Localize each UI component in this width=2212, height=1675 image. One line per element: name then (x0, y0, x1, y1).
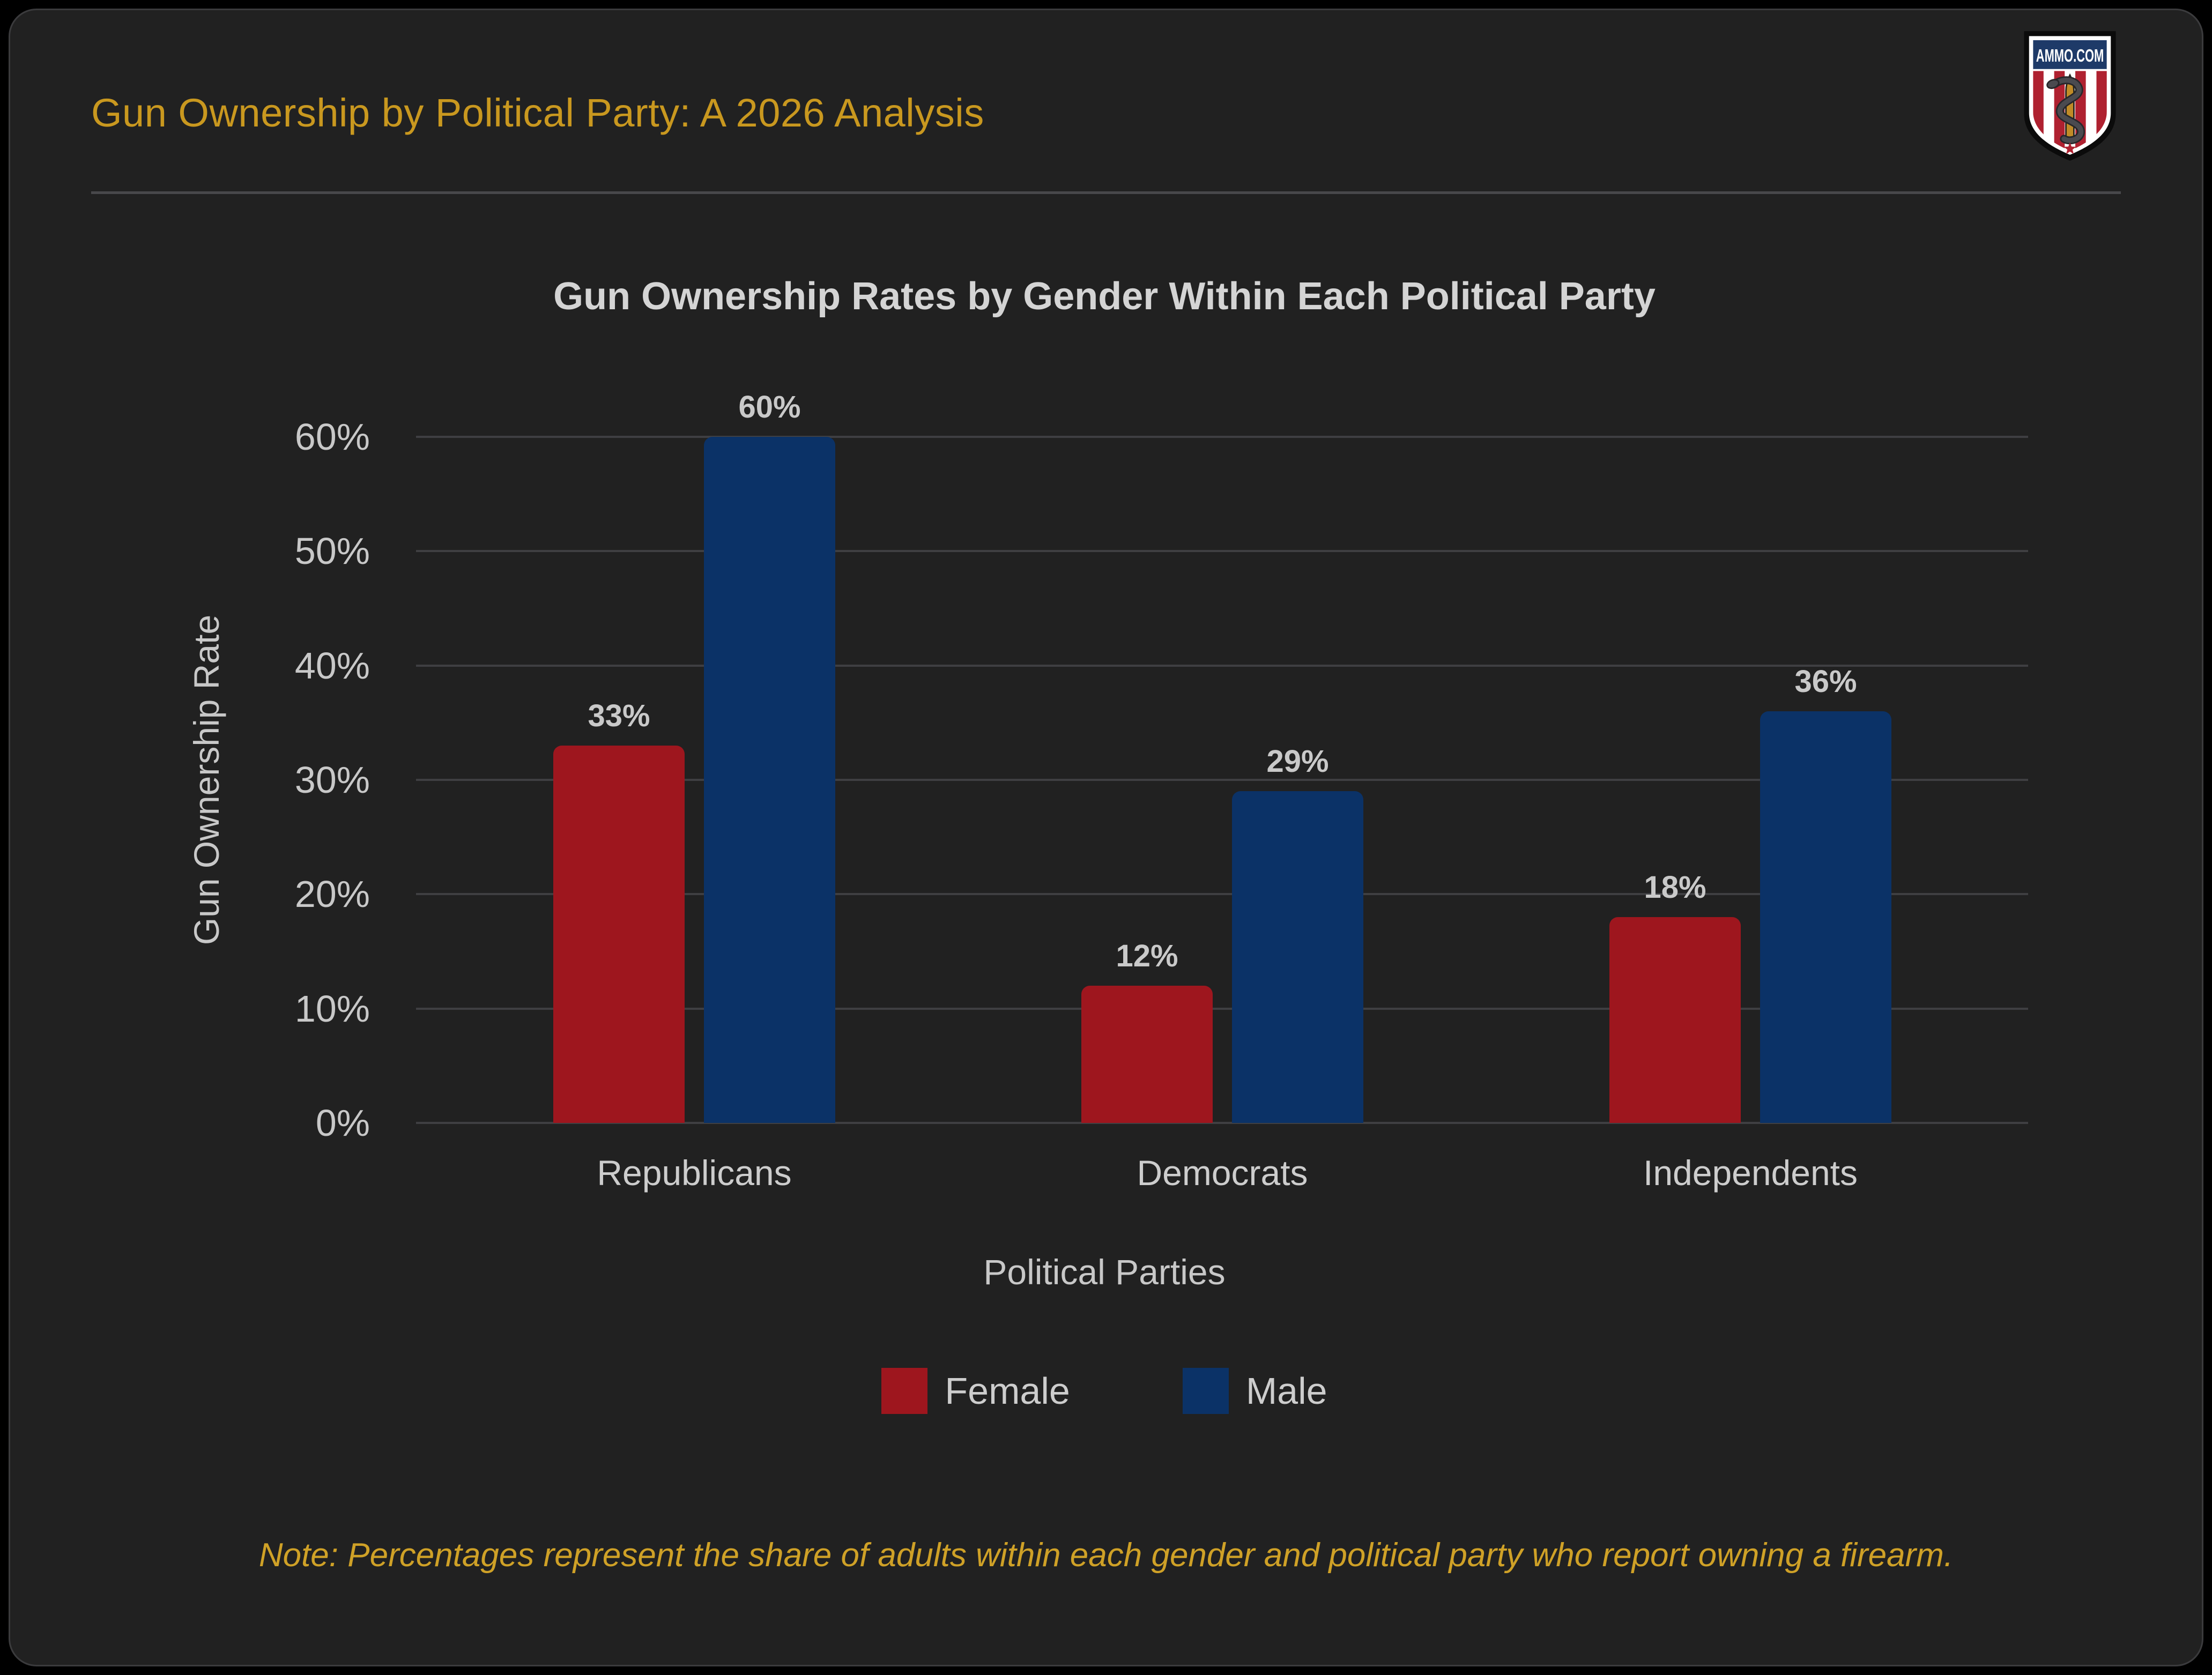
bar-label-independents-female: 18% (1644, 870, 1706, 905)
bar-republicans-male (704, 437, 835, 1123)
bar-democrats-male (1232, 791, 1363, 1123)
gridline-10 (416, 1008, 2028, 1010)
gridline-40 (416, 665, 2028, 667)
bar-democrats-female (1081, 986, 1213, 1123)
y-tick-60: 60% (294, 416, 370, 458)
ammo-logo: AMMO.COM (2024, 31, 2116, 161)
legend-swatch-female (881, 1368, 928, 1414)
legend-item-male: Male (1182, 1368, 1327, 1414)
y-tick-50: 50% (294, 530, 370, 572)
bar-label-democrats-female: 12% (1116, 939, 1178, 973)
star-icon (2063, 142, 2076, 154)
gridline-0 (416, 1122, 2028, 1124)
y-tick-0: 0% (315, 1102, 370, 1144)
gridline-60 (416, 436, 2028, 438)
bar-label-republicans-female: 33% (588, 698, 650, 733)
y-tick-40: 40% (294, 645, 370, 687)
y-tick-20: 20% (294, 873, 370, 915)
bar-republicans-female (553, 746, 685, 1123)
gridline-30 (416, 779, 2028, 781)
gridline-50 (416, 550, 2028, 552)
bar-label-republicans-male: 60% (738, 390, 801, 425)
header-divider (91, 191, 2121, 194)
logo-wordmark: AMMO.COM (2036, 46, 2104, 66)
note-text: Note: Percentages represent the share of… (258, 1537, 1954, 1574)
bar-independents-female (1609, 917, 1741, 1123)
page-title: Gun Ownership by Political Party: A 2026… (91, 91, 984, 135)
legend-item-female: Female (881, 1368, 1070, 1414)
x-tick-independents: Independents (1643, 1153, 1858, 1193)
chart-title: Gun Ownership Rates by Gender Within Eac… (553, 275, 1656, 318)
snake-icon (2046, 76, 2085, 145)
y-axis-title: Gun Ownership Rate (187, 614, 226, 946)
bar-label-independents-male: 36% (1794, 664, 1857, 699)
legend-label-female: Female (945, 1370, 1070, 1412)
x-tick-republicans: Republicans (597, 1153, 792, 1193)
x-axis-title: Political Parties (983, 1252, 1226, 1292)
legend-swatch-male (1182, 1368, 1229, 1414)
bar-independents-male (1760, 711, 1891, 1123)
legend: Female Male (177, 1368, 2032, 1414)
gridline-20 (416, 893, 2028, 895)
legend-label-male: Male (1245, 1370, 1327, 1412)
y-tick-10: 10% (294, 988, 370, 1030)
bar-label-democrats-male: 29% (1266, 744, 1329, 779)
y-tick-30: 30% (294, 759, 370, 801)
x-tick-democrats: Democrats (1137, 1153, 1308, 1193)
